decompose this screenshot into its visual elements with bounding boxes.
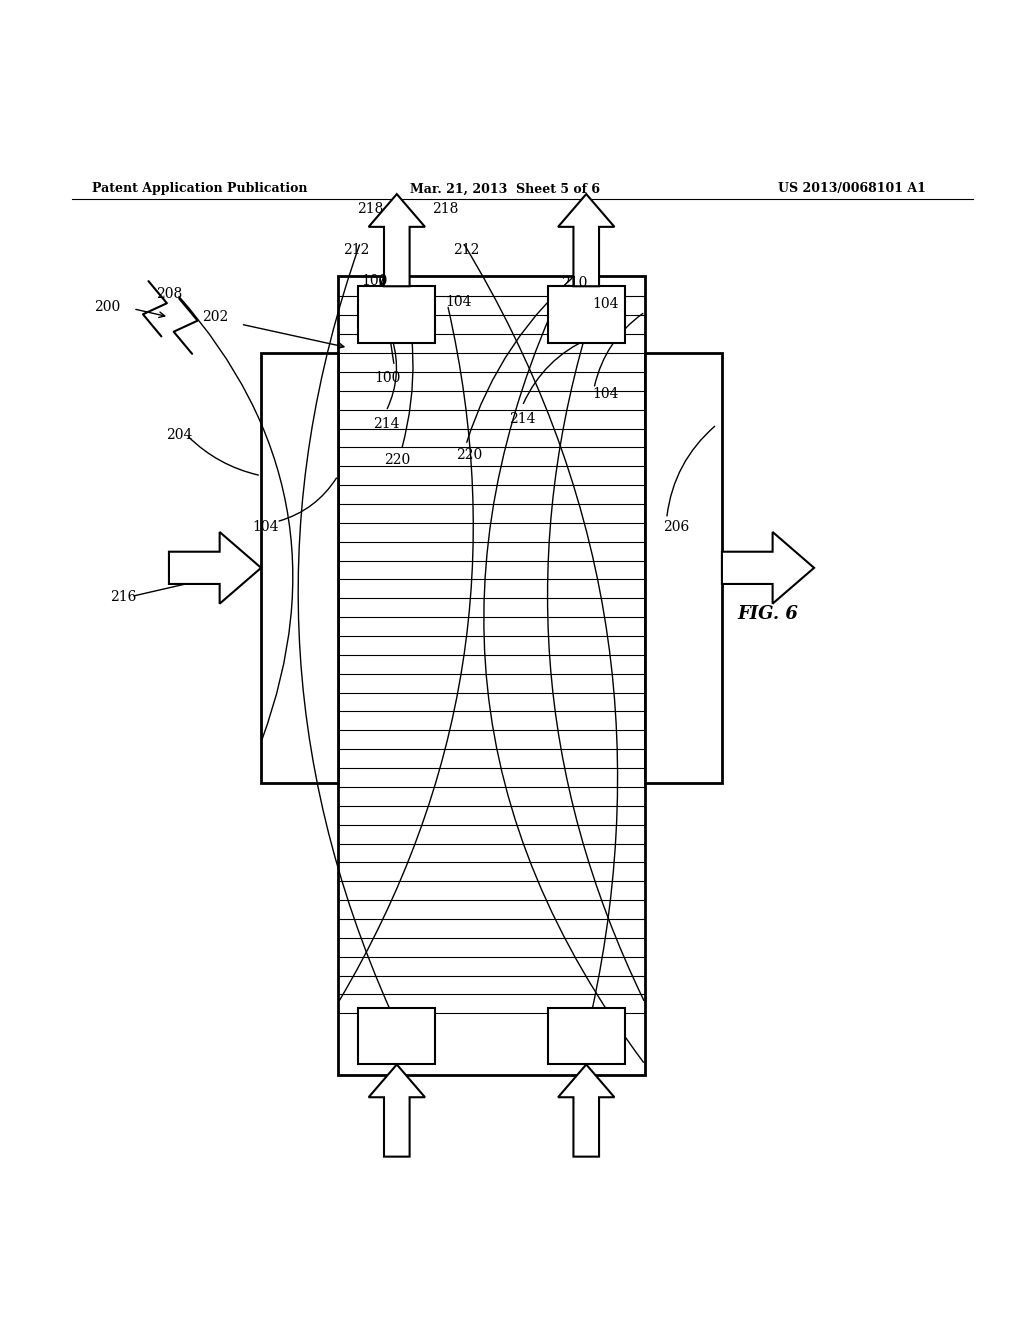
Bar xyxy=(338,276,645,1074)
Bar xyxy=(548,1008,625,1064)
Polygon shape xyxy=(722,532,814,603)
Text: 200: 200 xyxy=(94,300,121,314)
Text: FIG. 6: FIG. 6 xyxy=(737,605,798,623)
Bar xyxy=(261,352,338,783)
Bar xyxy=(358,1008,435,1064)
Bar xyxy=(645,352,722,783)
Text: 206: 206 xyxy=(664,520,690,533)
Text: 212: 212 xyxy=(453,243,479,257)
Text: 218: 218 xyxy=(432,202,459,216)
Bar xyxy=(358,286,435,343)
Text: 104: 104 xyxy=(592,297,618,310)
Text: 210: 210 xyxy=(561,276,588,290)
Text: Patent Application Publication: Patent Application Publication xyxy=(92,182,307,195)
Text: 214: 214 xyxy=(373,417,399,432)
Text: 100: 100 xyxy=(361,275,388,288)
Text: 104: 104 xyxy=(592,387,618,401)
Text: 100: 100 xyxy=(374,371,400,385)
Text: 208: 208 xyxy=(156,288,182,301)
Text: 220: 220 xyxy=(384,453,411,467)
Text: Mar. 21, 2013  Sheet 5 of 6: Mar. 21, 2013 Sheet 5 of 6 xyxy=(410,182,600,195)
Polygon shape xyxy=(369,194,425,286)
Bar xyxy=(548,286,625,343)
Text: 220: 220 xyxy=(456,449,482,462)
Text: 214: 214 xyxy=(509,412,536,426)
Text: 212: 212 xyxy=(343,243,370,257)
Polygon shape xyxy=(369,1064,425,1156)
Text: 204: 204 xyxy=(166,428,193,442)
Text: 104: 104 xyxy=(252,520,279,533)
Text: 202: 202 xyxy=(202,310,228,323)
Text: US 2013/0068101 A1: US 2013/0068101 A1 xyxy=(778,182,926,195)
Text: 104: 104 xyxy=(445,294,472,309)
Polygon shape xyxy=(558,194,614,286)
Polygon shape xyxy=(558,1064,614,1156)
Text: 218: 218 xyxy=(357,202,384,216)
Text: 216: 216 xyxy=(110,590,136,603)
Polygon shape xyxy=(169,532,261,603)
